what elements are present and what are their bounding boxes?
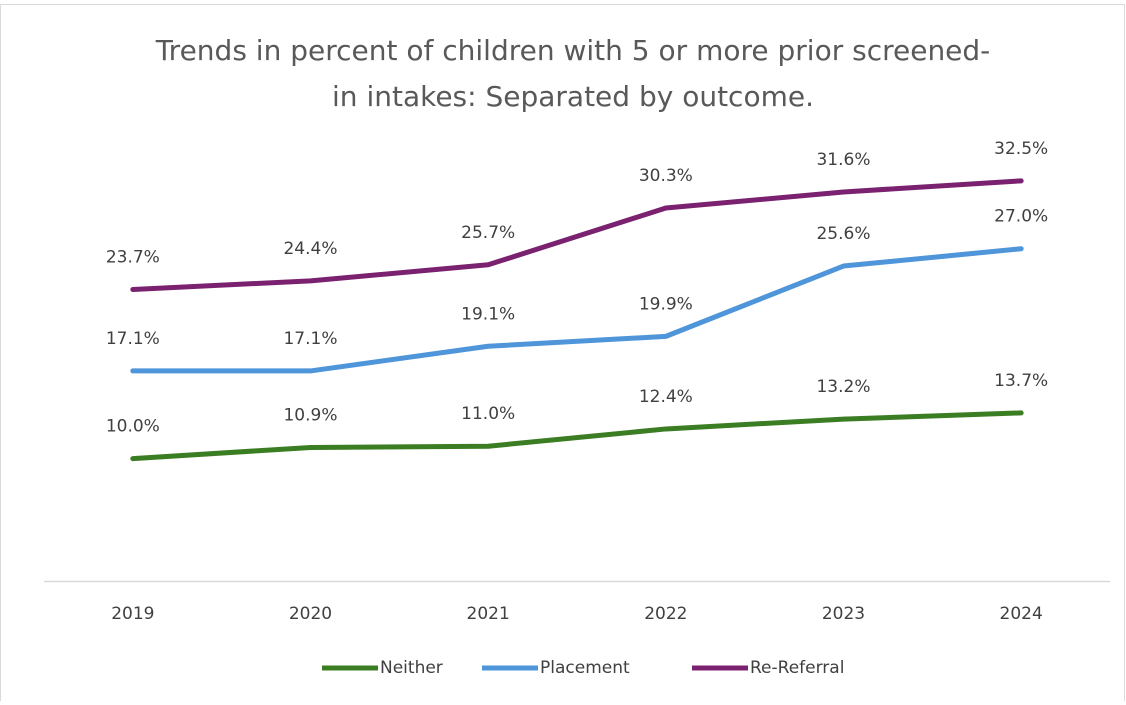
data-label: 11.0% xyxy=(461,404,515,424)
legend-label: Re-Referral xyxy=(750,658,844,678)
data-label: 13.7% xyxy=(994,371,1048,391)
chart-title: Trends in percent of children with 5 or … xyxy=(155,34,991,67)
x-tick-label: 2019 xyxy=(111,604,154,624)
data-label: 32.5% xyxy=(994,139,1048,159)
data-label: 19.9% xyxy=(639,294,693,314)
x-tick-label: 2021 xyxy=(467,604,510,624)
data-label: 17.1% xyxy=(283,329,337,349)
legend-label: Neither xyxy=(380,658,443,678)
chart-frame xyxy=(0,4,1125,705)
data-label: 23.7% xyxy=(106,247,160,267)
legend-label: Placement xyxy=(540,658,630,678)
data-label: 27.0% xyxy=(994,207,1048,227)
data-label: 31.6% xyxy=(816,150,870,170)
x-tick-label: 2022 xyxy=(644,604,687,624)
chart-title: in intakes: Separated by outcome. xyxy=(332,80,814,113)
x-tick-label: 2024 xyxy=(1000,604,1043,624)
series-line xyxy=(130,246,1024,374)
series-line xyxy=(130,178,1024,292)
data-label: 10.0% xyxy=(106,417,160,437)
data-label: 25.7% xyxy=(461,223,515,243)
data-label: 24.4% xyxy=(283,239,337,259)
x-tick-label: 2020 xyxy=(289,604,332,624)
data-label: 25.6% xyxy=(816,224,870,244)
data-label: 19.1% xyxy=(461,304,515,324)
data-label: 17.1% xyxy=(106,329,160,349)
x-tick-label: 2023 xyxy=(822,604,865,624)
data-label: 10.9% xyxy=(283,405,337,425)
data-label: 12.4% xyxy=(639,387,693,407)
data-label: 30.3% xyxy=(639,166,693,186)
series-line xyxy=(130,410,1024,462)
data-label: 13.2% xyxy=(816,377,870,397)
